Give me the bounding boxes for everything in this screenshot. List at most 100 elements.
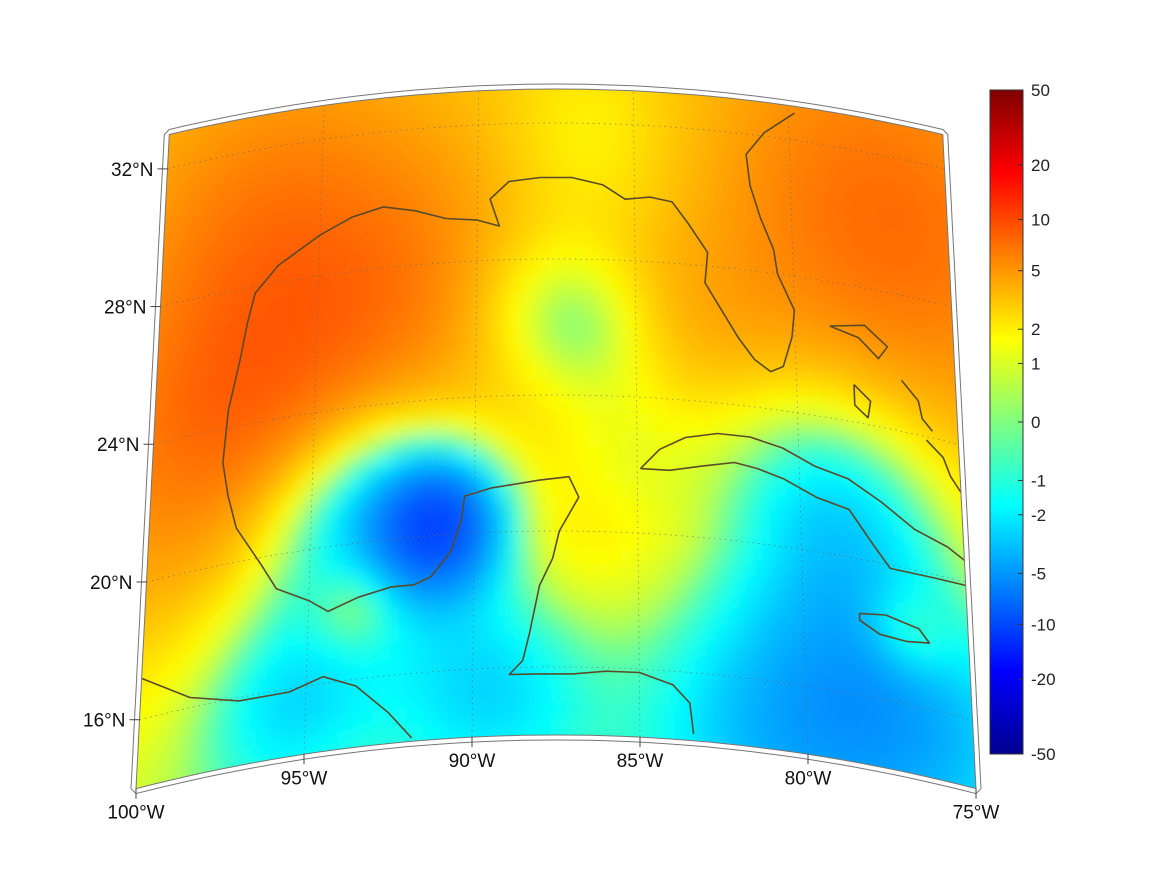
field-cell [955,698,973,720]
field-cell [201,786,220,789]
field-cell [417,60,433,78]
field-cell [704,605,722,625]
field-cell [354,99,371,119]
field-cell [602,140,619,159]
field-cell [316,342,333,362]
field-cell [263,469,281,489]
field-cell [805,668,823,689]
field-cell [966,293,976,315]
field-cell [827,366,845,387]
field-cell [244,149,261,170]
field-cell [571,191,588,209]
field-cell [139,392,157,414]
field-cell [416,89,433,95]
field-cell [773,120,790,140]
field-cell [866,152,884,173]
field-cell [588,361,605,379]
field-cell [915,553,933,575]
field-cell [837,198,854,218]
field-cell [332,323,349,343]
field-cell [824,281,842,301]
map-area[interactable] [101,55,1012,832]
field-cell [507,429,524,447]
field-cell [304,207,321,228]
field-cell [897,141,914,162]
field-cell [323,89,340,106]
field-cell [354,711,372,731]
field-cell [273,654,291,675]
field-cell [274,620,292,641]
field-cell [307,105,324,125]
field-cell [702,503,720,523]
field-cell [671,586,689,605]
field-cell [344,474,362,494]
field-cell [800,515,818,535]
field-cell [490,548,507,567]
field-cell [439,619,457,638]
field-cell [701,418,718,437]
field-cell [524,191,541,209]
field-cell [187,381,205,403]
field-cell [764,374,781,394]
field-cell [572,378,589,396]
field-cell [973,737,976,759]
field-cell [688,621,706,640]
field-cell [136,633,144,656]
field-cell [793,276,810,296]
field-cell [650,227,667,246]
field-cell [475,430,492,448]
field-cell [136,461,153,483]
field-cell [556,344,572,362]
field-cell [556,89,572,90]
colorbar-tick-label: -2 [1031,506,1046,525]
field-cell [539,497,556,515]
field-cell [917,604,936,626]
field-cell [654,568,672,586]
field-cell [459,380,476,398]
field-cell [492,310,509,329]
field-cell [799,464,816,484]
field-cell [859,779,877,789]
field-cell [730,268,747,287]
field-cell [899,192,916,214]
field-cell [884,580,902,602]
field-cell [571,89,587,90]
field-cell [457,567,474,585]
field-cell [259,588,277,609]
field-cell [539,701,556,719]
field-cell [255,266,272,287]
field-cell [774,171,791,191]
field-cell [653,448,670,467]
field-cell [203,378,221,399]
field-cell [700,401,718,420]
field-cell [699,333,716,352]
field-cell [726,114,743,134]
field-cell [522,701,540,719]
field-cell [267,366,285,387]
field-cell [292,566,310,587]
field-cell [556,548,573,566]
field-cell [572,514,589,532]
field-cell [102,776,120,798]
field-cell [359,540,376,560]
field-cell [509,106,525,124]
field-cell [835,588,853,609]
field-cell [633,57,649,75]
field-cell [457,533,475,551]
field-cell [589,701,607,719]
field-cell [871,663,889,684]
field-cell [370,89,387,100]
field-cell [136,668,143,690]
field-cell [670,552,688,571]
field-cell [261,537,279,558]
field-cell [914,179,931,200]
field-cell [282,381,300,401]
field-cell [275,144,292,164]
field-cell [277,534,295,555]
field-cell [421,722,439,741]
field-cell [743,184,760,204]
field-cell [818,92,835,113]
field-cell [392,503,410,523]
field-cell [220,731,239,753]
field-cell [871,680,890,701]
